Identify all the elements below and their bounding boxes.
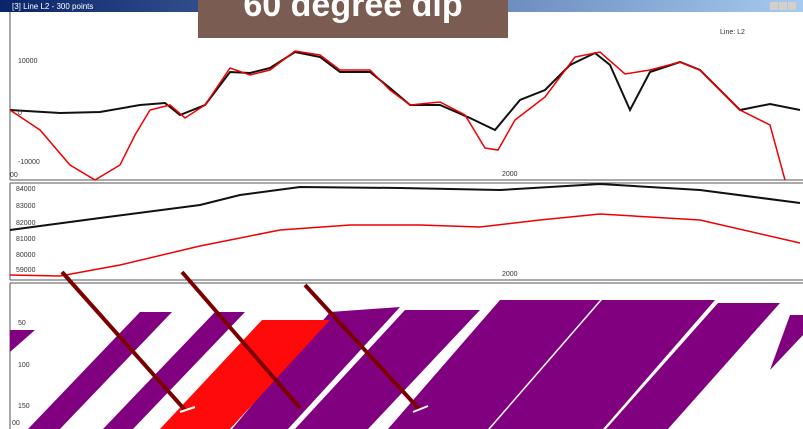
dip-stripes	[10, 300, 803, 429]
red-stripe	[160, 320, 330, 429]
y-tick-label: 82000	[16, 220, 36, 227]
y-tick-label: 80000	[16, 252, 36, 259]
black-curve	[9, 182, 801, 231]
y-tick-label: 150	[18, 403, 30, 410]
y-tick-label: 100	[18, 362, 30, 369]
line-label: Line: L2	[720, 29, 745, 36]
panel-2: 84000 83000 82000 81000 80000 59000 2000	[9, 182, 803, 281]
y-tick-label: 00	[12, 420, 20, 427]
y-tick-label: 84000	[16, 186, 36, 193]
x-tick-label: 00	[10, 172, 18, 179]
y-tick-label: 50	[18, 320, 26, 327]
overlay-title: 60 degree dip	[243, 0, 462, 24]
y-tick-label: -10000	[18, 159, 40, 166]
y-tick-label: 59000	[16, 267, 36, 274]
dip-lines	[60, 270, 422, 412]
red-curve	[9, 213, 801, 277]
marker	[179, 406, 196, 413]
y-tick-label: 0	[18, 110, 22, 117]
panel-3: 50 100 150 00	[9, 270, 803, 429]
x-tick-label: 2000	[502, 271, 518, 278]
y-tick-label: 10000	[18, 58, 38, 65]
x-tick-label: 2000	[502, 171, 518, 178]
overlay-box	[198, 0, 508, 38]
red-curve	[9, 50, 786, 181]
window-buttons[interactable]	[770, 2, 796, 10]
y-tick-label: 81000	[16, 236, 36, 243]
panel-1: Line: L2 10000 0 -10000 00 2000	[9, 12, 803, 181]
window-title: [3] Line L2 - 300 points	[12, 2, 93, 11]
y-tick-label: 83000	[16, 203, 36, 210]
marker	[412, 405, 429, 413]
